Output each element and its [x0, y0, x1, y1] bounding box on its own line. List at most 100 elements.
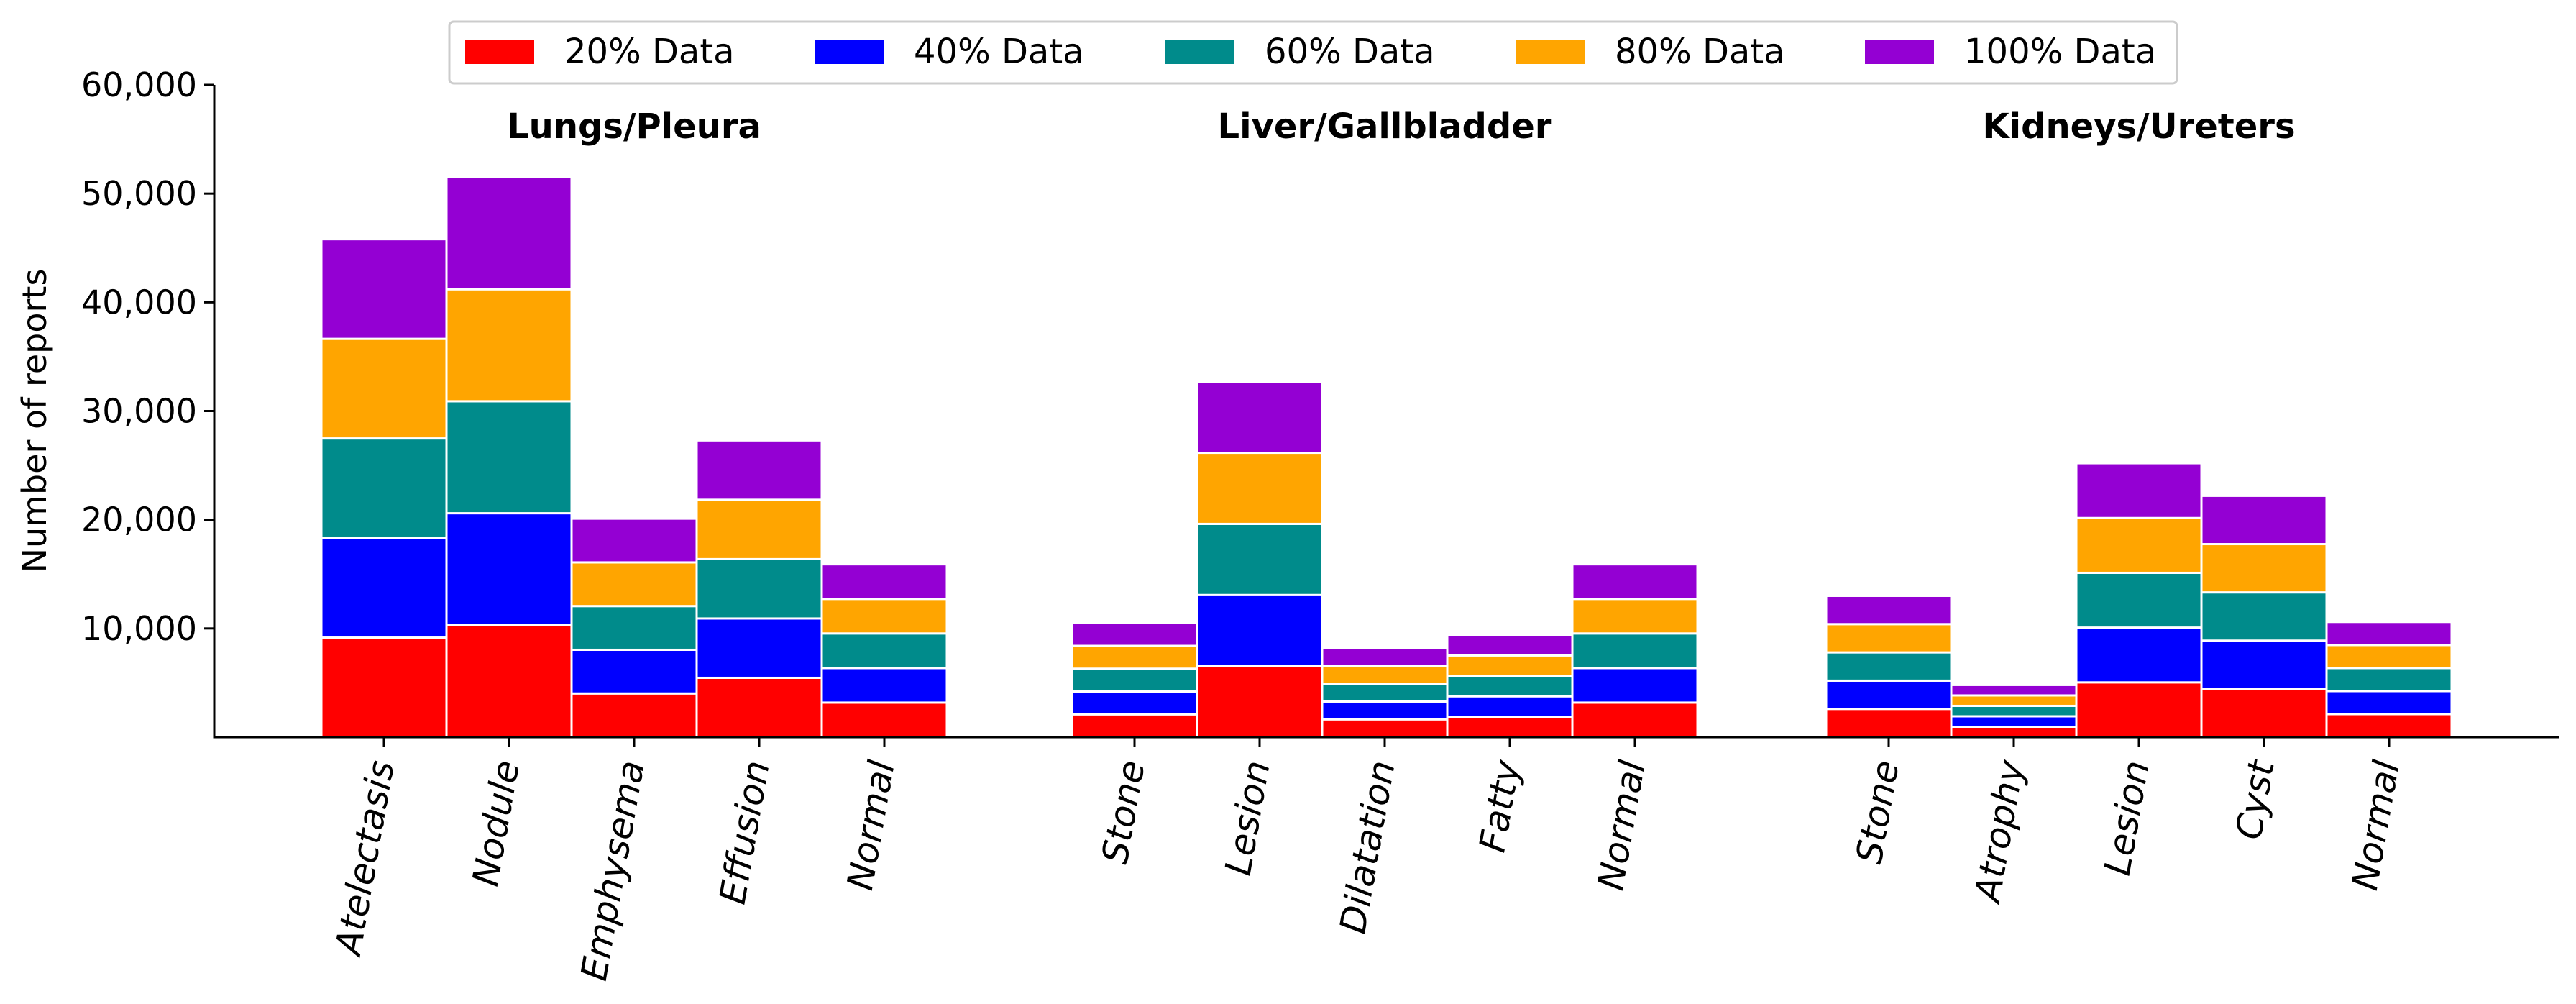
bar-segment-lungs-pleura-nodule-5 [445, 175, 573, 291]
legend-swatch-4 [1516, 40, 1585, 64]
bar-segment-liver-gallbladder-dilatation-2 [1321, 700, 1449, 721]
bar-segment-liver-gallbladder-normal-1 [1571, 701, 1699, 739]
x-tick-label: Normal [1590, 757, 1654, 893]
bar-segment-kidneys-ureters-lesion-1 [2075, 681, 2203, 739]
y-axis-title: Number of reports [15, 269, 54, 573]
bar-segment-liver-gallbladder-stone-5 [1071, 621, 1198, 647]
bar-segment-kidneys-ureters-cyst-1 [2200, 688, 2328, 739]
group-title-kidneys-ureters: Kidneys/Ureters [1982, 106, 2295, 147]
x-tick-label: Dilatation [1332, 757, 1403, 936]
bar-segment-lungs-pleura-atelectasis-4 [320, 337, 448, 440]
bar-segment-liver-gallbladder-normal-2 [1571, 667, 1699, 704]
x-tick-label: Atelectasis [327, 757, 403, 960]
x-tick-label: Effusion [712, 757, 778, 908]
y-tick-label: 50,000 [81, 174, 197, 213]
y-tick-label: 60,000 [81, 65, 197, 104]
bar-segment-lungs-pleura-effusion-2 [695, 617, 823, 679]
axes-layer [204, 83, 2559, 747]
bar-segment-kidneys-ureters-lesion-4 [2075, 516, 2203, 574]
bar-segment-kidneys-ureters-lesion-2 [2075, 626, 2203, 684]
bar-segment-kidneys-ureters-stone-3 [1825, 651, 1953, 682]
bar-segment-lungs-pleura-emphysema-2 [570, 648, 698, 695]
bar-segment-kidneys-ureters-atrophy-1 [1950, 725, 2078, 739]
bar-segment-lungs-pleura-atelectasis-1 [320, 636, 448, 739]
x-tick-label: Lesion [1217, 757, 1278, 878]
bar-segment-kidneys-ureters-stone-4 [1825, 623, 1953, 654]
legend-label-5: 100% Data [1964, 32, 2156, 72]
bar-segment-liver-gallbladder-lesion-4 [1196, 452, 1324, 525]
bar-segment-kidneys-ureters-cyst-4 [2200, 543, 2328, 594]
bar-segment-liver-gallbladder-lesion-5 [1196, 380, 1324, 455]
bar-segment-kidneys-ureters-lesion-3 [2075, 571, 2203, 629]
bar-segment-liver-gallbladder-dilatation-3 [1321, 683, 1449, 703]
bar-segment-liver-gallbladder-stone-2 [1071, 690, 1198, 716]
y-tick-label: 30,000 [81, 392, 197, 431]
bar-segment-liver-gallbladder-dilatation-4 [1321, 665, 1449, 685]
x-tick-label: Nodule [464, 757, 528, 889]
bar-segment-lungs-pleura-normal-2 [820, 667, 948, 704]
bar-segment-kidneys-ureters-normal-4 [2325, 644, 2453, 670]
bar-segment-liver-gallbladder-lesion-1 [1196, 665, 1324, 739]
legend-label-1: 20% Data [564, 32, 735, 72]
bar-segment-kidneys-ureters-cyst-3 [2200, 591, 2328, 642]
bar-segment-lungs-pleura-normal-5 [820, 563, 948, 601]
bar-segment-lungs-pleura-atelectasis-5 [320, 238, 448, 340]
bar-segment-liver-gallbladder-normal-4 [1571, 598, 1699, 635]
bar-segment-lungs-pleura-atelectasis-3 [320, 437, 448, 539]
x-tick-label: Normal [839, 757, 903, 893]
bar-segment-lungs-pleura-normal-4 [820, 598, 948, 635]
bar-segment-liver-gallbladder-stone-1 [1071, 713, 1198, 739]
bar-segment-kidneys-ureters-lesion-5 [2075, 462, 2203, 519]
bar-segment-lungs-pleura-nodule-4 [445, 288, 573, 403]
bar-segment-kidneys-ureters-atrophy-3 [1950, 704, 2078, 718]
bar-segment-lungs-pleura-atelectasis-2 [320, 537, 448, 639]
legend-box [448, 20, 2178, 85]
x-tick-label: Fatty [1471, 757, 1528, 856]
bar-segment-lungs-pleura-emphysema-1 [570, 692, 698, 739]
bar-segment-kidneys-ureters-normal-5 [2325, 621, 2453, 647]
bar-segment-lungs-pleura-effusion-3 [695, 557, 823, 620]
legend-swatch-1 [465, 40, 534, 64]
bar-segment-lungs-pleura-emphysema-3 [570, 605, 698, 651]
bar-segment-liver-gallbladder-dilatation-5 [1321, 647, 1449, 667]
y-tick-label: 20,000 [81, 501, 197, 539]
bar-segment-kidneys-ureters-atrophy-5 [1950, 683, 2078, 697]
bar-segment-kidneys-ureters-normal-1 [2325, 713, 2453, 739]
legend-label-3: 60% Data [1265, 32, 1435, 72]
bar-segment-liver-gallbladder-stone-4 [1071, 644, 1198, 670]
bar-segment-kidneys-ureters-cyst-2 [2200, 639, 2328, 690]
bar-segment-kidneys-ureters-stone-1 [1825, 708, 1953, 739]
x-tick-label: Lesion [2096, 757, 2158, 878]
bar-segment-liver-gallbladder-fatty-1 [1446, 716, 1574, 739]
bar-segment-lungs-pleura-nodule-1 [445, 624, 573, 739]
bar-segment-lungs-pleura-nodule-2 [445, 512, 573, 626]
bar-segment-kidneys-ureters-normal-3 [2325, 667, 2453, 693]
legend-swatch-3 [1165, 40, 1234, 64]
bar-segment-liver-gallbladder-dilatation-1 [1321, 718, 1449, 739]
bar-segment-liver-gallbladder-fatty-5 [1446, 634, 1574, 657]
bar-segment-lungs-pleura-effusion-4 [695, 498, 823, 560]
bar-segment-liver-gallbladder-normal-3 [1571, 632, 1699, 670]
bar-segment-lungs-pleura-effusion-5 [695, 439, 823, 501]
bar-segment-liver-gallbladder-stone-3 [1071, 667, 1198, 693]
x-tick-label: Atrophy [1966, 757, 2032, 907]
x-tick-label: Stone [1848, 757, 1907, 867]
bar-segment-liver-gallbladder-normal-5 [1571, 563, 1699, 601]
bar-segment-lungs-pleura-effusion-1 [695, 676, 823, 739]
bar-segment-lungs-pleura-normal-3 [820, 632, 948, 670]
legend-label-2: 40% Data [914, 32, 1084, 72]
legend-label-4: 80% Data [1615, 32, 1785, 72]
x-tick-label: Emphysema [573, 757, 653, 984]
legend-items: 20% Data 40% Data 60% Data 80% Data 100% Dat… [465, 32, 2156, 72]
bar-segment-kidneys-ureters-normal-2 [2325, 690, 2453, 716]
legend: 20% Data 40% Data 60% Data 80% Data 100% Dat… [448, 20, 2178, 85]
bar-segment-lungs-pleura-emphysema-4 [570, 561, 698, 608]
bars-layer [320, 175, 2453, 739]
bar-segment-liver-gallbladder-fatty-4 [1446, 654, 1574, 677]
bar-segment-kidneys-ureters-atrophy-2 [1950, 715, 2078, 728]
bar-segment-liver-gallbladder-fatty-3 [1446, 675, 1574, 698]
x-tick-label: Normal [2344, 757, 2408, 893]
bar-segment-kidneys-ureters-stone-5 [1825, 594, 1953, 626]
y-tick-label: 10,000 [81, 609, 197, 648]
